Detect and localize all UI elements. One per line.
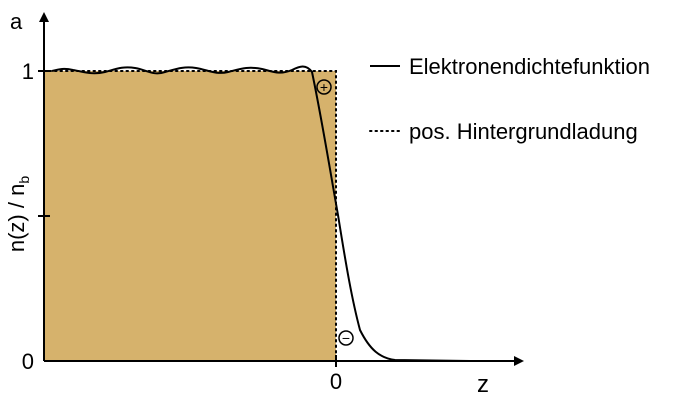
legend-solid-label: Elektronendichtefunktion: [409, 54, 650, 79]
electron-density-curve: [51, 65, 471, 362]
y-axis-label-group: n(z) / nb: [4, 176, 32, 252]
y-axis-label: n(z) / n: [4, 184, 29, 252]
background-charge-fill: [44, 71, 336, 361]
legend-dotted-label: pos. Hintergrundladung: [409, 119, 638, 144]
svg-text:n(z) / nb: n(z) / nb: [4, 176, 32, 252]
x-axis-label: z: [477, 371, 489, 396]
minus-sign-text: −: [342, 330, 350, 346]
plus-sign-text: +: [320, 79, 328, 95]
y-tick-label-one: 1: [22, 59, 34, 84]
panel-label: a: [10, 9, 23, 34]
plus-symbol: [316, 79, 332, 95]
minus-symbol: [338, 330, 354, 346]
background-charge-dotted-line: [43, 70, 337, 362]
x-tick-label-zero: 0: [330, 369, 342, 394]
y-tick-label-zero: 0: [22, 349, 34, 374]
y-axis-label-subscript: b: [16, 176, 32, 184]
